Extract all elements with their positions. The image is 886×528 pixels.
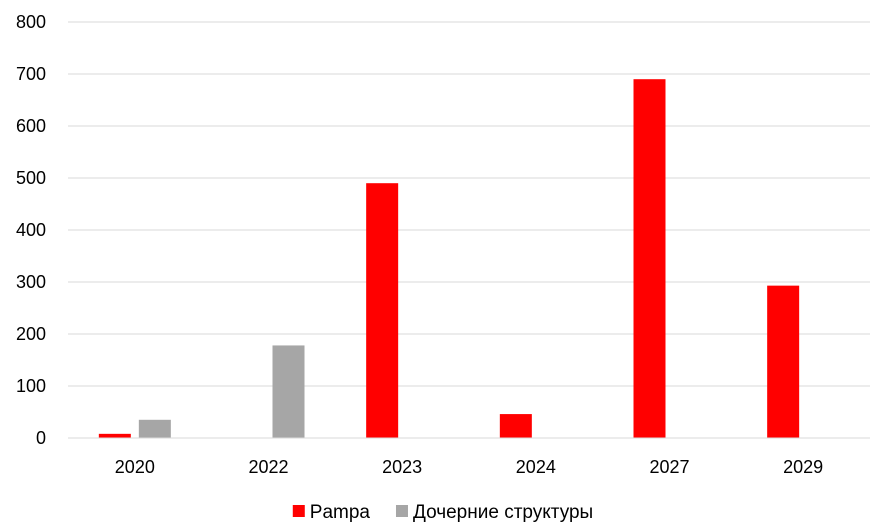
bar-pampa-2029 [767, 285, 800, 438]
x-tick-label: 2020 [115, 457, 155, 477]
bar-pampa-2020 [98, 433, 131, 438]
y-tick-label: 500 [16, 168, 46, 188]
y-tick-label: 300 [16, 272, 46, 292]
x-tick-label: 2027 [649, 457, 689, 477]
legend: Pampa Дочерние структуры [292, 502, 593, 523]
bar-pampa-2023 [366, 183, 399, 438]
y-tick-label: 200 [16, 324, 46, 344]
bar-дочерние-структуры-2022 [272, 345, 305, 438]
legend-label: Дочерние структуры [413, 502, 593, 523]
y-tick-label: 100 [16, 376, 46, 396]
y-tick-label: 600 [16, 116, 46, 136]
x-tick-label: 2024 [516, 457, 556, 477]
y-tick-label: 400 [16, 220, 46, 240]
y-tick-label: 800 [16, 12, 46, 32]
gridlines [68, 21, 870, 387]
legend-swatch [292, 505, 305, 517]
y-tick-label: 700 [16, 64, 46, 84]
legend-swatch [395, 505, 408, 517]
legend-label: Pampa [310, 502, 371, 523]
bars [98, 79, 800, 438]
bar-pampa-2027 [633, 79, 666, 438]
y-axis-ticks: 0 100 200 300 400 500 600 700 800 [16, 12, 46, 448]
bar-дочерние-структуры-2020 [138, 419, 171, 438]
y-tick-label: 0 [36, 428, 46, 448]
x-tick-label: 2029 [783, 457, 823, 477]
x-axis-ticks: 2020 2022 2023 2024 2027 2029 [115, 457, 823, 477]
bar-pampa-2024 [499, 414, 532, 438]
x-tick-label: 2023 [382, 457, 422, 477]
x-tick-label: 2022 [248, 457, 288, 477]
